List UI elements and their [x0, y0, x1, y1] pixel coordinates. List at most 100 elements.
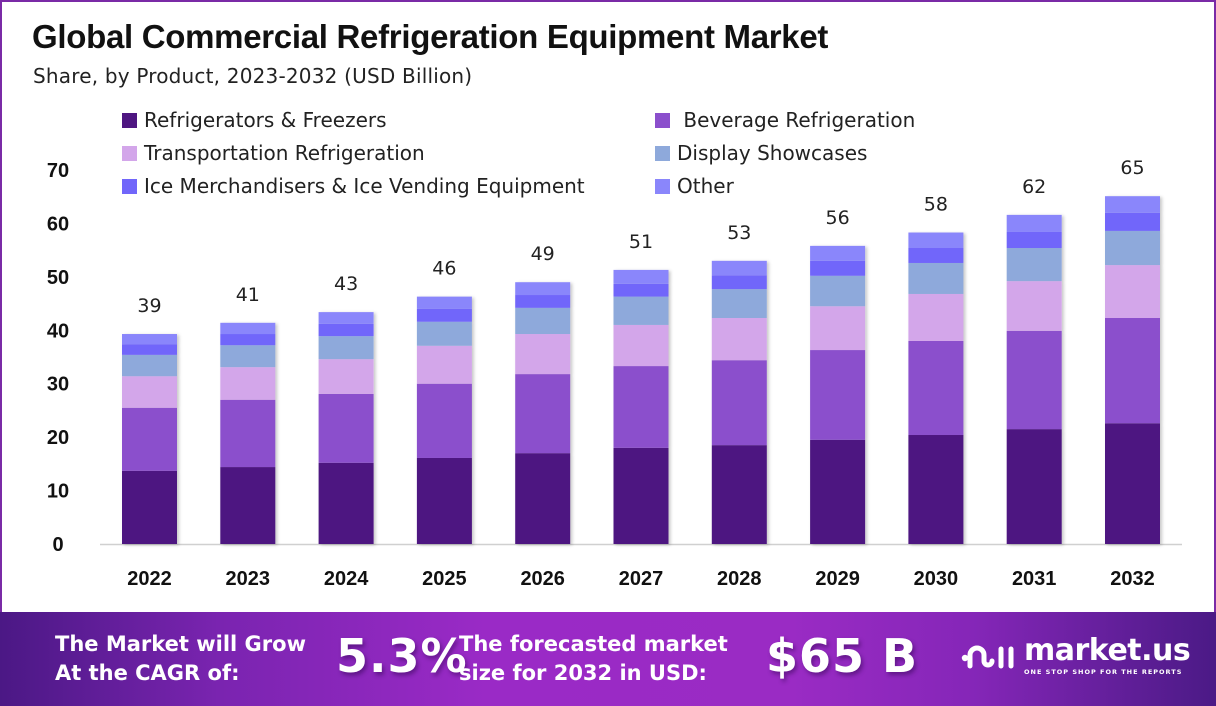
bar-stack [711, 260, 767, 544]
y-tick-label: 10 [47, 481, 69, 503]
y-tick-label: 70 [47, 160, 69, 182]
bar-segment [220, 322, 276, 335]
y-tick-label: 20 [47, 427, 69, 449]
bar-segment [416, 383, 472, 458]
bars [122, 196, 1160, 544]
forecast-caption: The forecasted market size for 2032 in U… [459, 630, 728, 688]
bar-segment [416, 345, 472, 384]
bar-segment [711, 317, 767, 361]
bar-segment [515, 334, 571, 375]
x-tick-label: 2024 [324, 568, 369, 590]
bar-segment [711, 260, 767, 276]
bar-segment [122, 470, 177, 544]
x-tick-label: 2023 [226, 568, 271, 590]
x-tick-label: 2032 [1110, 568, 1155, 590]
bar-segment [220, 399, 276, 468]
bar-segment [318, 359, 374, 394]
bar-total-label: 62 [1022, 176, 1046, 198]
x-tick-label: 2025 [422, 568, 467, 590]
y-tick-label: 50 [47, 267, 69, 289]
bar-stack [908, 232, 964, 544]
bar-segment [220, 367, 276, 400]
x-axis: 2022 2023 2024 2025 2026 2027 2028 2029 2030 2031… [127, 568, 1155, 590]
bar-stack [810, 245, 866, 544]
bar-segment [1105, 423, 1160, 544]
bar-stack [220, 322, 276, 544]
bar-segment [1006, 281, 1062, 331]
legend-item-display-showcases: Display Showcases [655, 141, 867, 165]
forecast-caption-line2: size for 2032 in USD: [459, 661, 707, 685]
bar-total-label: 51 [629, 231, 653, 253]
bar-segment [810, 350, 866, 440]
legend-label: Refrigerators & Freezers [144, 108, 387, 132]
legend-swatch [122, 112, 137, 128]
bar-segment [122, 344, 177, 355]
cagr-caption-line1: The Market will Grow [55, 632, 306, 656]
legend-label: Ice Merchandisers & Ice Vending Equipmen… [144, 174, 585, 198]
bar-segment [416, 457, 472, 544]
bar-segment [515, 295, 571, 308]
legend-item-transportation-refrigeration: Transportation Refrigeration [122, 141, 425, 165]
y-axis: 0 10 20 30 40 50 60 70 [47, 160, 69, 556]
legend-label: Transportation Refrigeration [144, 141, 425, 165]
bar-segment [416, 321, 472, 346]
bar-segment [122, 407, 177, 471]
bar-stack [1105, 196, 1160, 544]
bar-segment [1006, 231, 1062, 249]
cagr-caption-line2: At the CAGR of: [55, 661, 240, 685]
bar-segment [122, 354, 177, 377]
bar-segment [416, 296, 472, 309]
bar-segment [711, 445, 767, 544]
bar-segment [515, 307, 571, 335]
forecast-caption-line1: The forecasted market [459, 632, 728, 656]
y-tick-label: 40 [47, 320, 69, 342]
bar-segment [515, 374, 571, 454]
total-labels: 39 41 43 46 49 51 53 56 58 62 65 [137, 157, 1144, 317]
bar-segment [613, 366, 669, 448]
legend-swatch [122, 145, 137, 161]
bar-stack [416, 296, 472, 544]
bar-total-label: 39 [137, 295, 161, 317]
brand-text: market.us ONE STOP SHOP FOR THE REPORTS [1024, 633, 1191, 677]
bar-stack [515, 282, 571, 544]
bar-segment [810, 275, 866, 307]
bar-segment [1105, 196, 1160, 213]
bar-segment [1006, 330, 1062, 430]
legend-swatch [122, 178, 137, 194]
y-tick-label: 0 [52, 534, 63, 556]
bar-segment [908, 232, 964, 249]
bar-total-label: 65 [1120, 157, 1144, 179]
chart-title: Global Commercial Refrigeration Equipmen… [32, 18, 829, 55]
brand-name: market.us [1024, 633, 1191, 668]
bar-segment [220, 334, 276, 346]
legend-item-ice-merchandisers: Ice Merchandisers & Ice Vending Equipmen… [122, 174, 585, 198]
brand-tagline: ONE STOP SHOP FOR THE REPORTS [1024, 668, 1183, 676]
brand-logo: market.us ONE STOP SHOP FOR THE REPORTS [960, 633, 1191, 677]
bar-segment [613, 296, 669, 325]
bar-stack [318, 312, 374, 544]
bar-total-label: 53 [727, 222, 751, 244]
chart-subtitle: Share, by Product, 2023-2032 (USD Billio… [33, 64, 473, 88]
bar-segment [810, 306, 866, 351]
bar-segment [810, 260, 866, 276]
bar-segment [318, 336, 374, 360]
legend-label: Display Showcases [677, 141, 868, 165]
bar-segment [908, 248, 964, 263]
bar-segment [810, 245, 866, 261]
legend-item-beverage-refrigeration: Beverage Refrigeration [655, 108, 915, 132]
cagr-value: 5.3% [336, 629, 468, 683]
bar-segment [1006, 248, 1062, 282]
x-tick-label: 2031 [1012, 568, 1057, 590]
legend-swatch [655, 178, 670, 194]
legend-label: Other [677, 174, 734, 198]
bar-segment [711, 289, 767, 318]
bar-segment [711, 360, 767, 446]
bar-segment [515, 453, 571, 544]
bar-segment [613, 324, 669, 367]
bar-segment [810, 439, 866, 544]
x-tick-label: 2030 [914, 568, 959, 590]
bar-segment [1105, 212, 1160, 231]
bar-segment [220, 467, 276, 544]
bar-stack [1006, 214, 1062, 544]
